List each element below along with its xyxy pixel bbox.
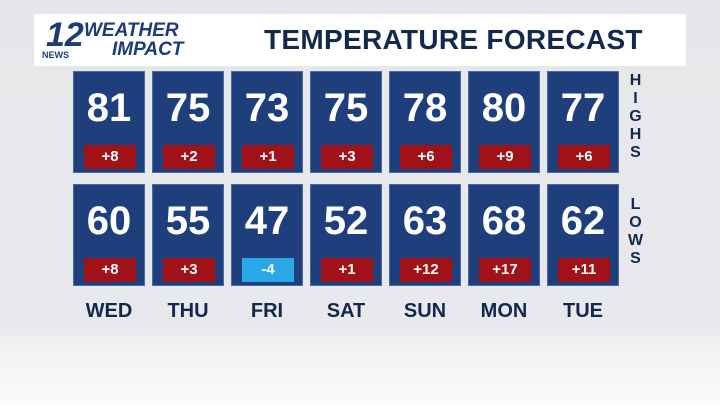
departure: +12 bbox=[400, 258, 452, 282]
departure: +3 bbox=[163, 258, 215, 282]
departure: +11 bbox=[558, 258, 610, 282]
logo-number: 12 bbox=[46, 16, 84, 54]
day-box: 73 +1 bbox=[231, 71, 303, 173]
logo-brand: WEATHER bbox=[84, 20, 179, 41]
departure: +8 bbox=[84, 145, 136, 169]
day-label: WED bbox=[85, 300, 133, 322]
temperature: 75 bbox=[323, 86, 369, 130]
day-box: 80 +9 bbox=[468, 71, 540, 173]
temperature: 63 bbox=[402, 199, 448, 243]
temperature: 75 bbox=[165, 86, 211, 130]
departure: +2 bbox=[163, 145, 215, 169]
header: 12 WEATHER IMPACT NEWS TEMPERATURE FOREC… bbox=[34, 14, 686, 66]
temperature: 52 bbox=[323, 199, 369, 243]
departure: +17 bbox=[479, 258, 531, 282]
departure: +6 bbox=[558, 145, 610, 169]
temperature: 73 bbox=[244, 86, 290, 130]
temperature: 60 bbox=[86, 199, 132, 243]
day-box: 52 +1 bbox=[310, 184, 382, 286]
day-label: SUN bbox=[403, 300, 447, 322]
day-box: 77 +6 bbox=[547, 71, 619, 173]
day-box: 55 +3 bbox=[152, 184, 224, 286]
day-box: 81 +8 bbox=[73, 71, 145, 173]
logo-sub: IMPACT bbox=[112, 39, 184, 60]
temperature: 78 bbox=[402, 86, 448, 130]
departure: +6 bbox=[400, 145, 452, 169]
temperature: 55 bbox=[165, 199, 211, 243]
temperature: 80 bbox=[481, 86, 527, 130]
day-label: SAT bbox=[326, 300, 366, 322]
day-box: 68 +17 bbox=[468, 184, 540, 286]
temperature: 62 bbox=[560, 199, 606, 243]
title: TEMPERATURE FORECAST bbox=[264, 24, 643, 55]
temperature: 47 bbox=[244, 199, 290, 243]
day-label: MON bbox=[480, 300, 528, 322]
day-label: TUE bbox=[563, 300, 603, 322]
day-box: 78 +6 bbox=[389, 71, 461, 173]
day-box: 47 -4 bbox=[231, 184, 303, 286]
logo-news: NEWS bbox=[42, 50, 69, 60]
day-box: 62 +11 bbox=[547, 184, 619, 286]
row-label: LOWS bbox=[627, 196, 644, 268]
departure: -4 bbox=[242, 258, 294, 282]
departure: +1 bbox=[321, 258, 373, 282]
day-box: 75 +2 bbox=[152, 71, 224, 173]
departure: +9 bbox=[479, 145, 531, 169]
temperature: 77 bbox=[560, 86, 606, 130]
day-label: THU bbox=[167, 300, 209, 322]
day-label: FRI bbox=[250, 300, 284, 322]
departure: +3 bbox=[321, 145, 373, 169]
day-box: 63 +12 bbox=[389, 184, 461, 286]
departure: +1 bbox=[242, 145, 294, 169]
temperature: 81 bbox=[86, 86, 132, 130]
row-label: HIGHS bbox=[627, 72, 644, 162]
departure: +8 bbox=[84, 258, 136, 282]
temperature: 68 bbox=[481, 199, 527, 243]
day-box: 60 +8 bbox=[73, 184, 145, 286]
day-box: 75 +3 bbox=[310, 71, 382, 173]
